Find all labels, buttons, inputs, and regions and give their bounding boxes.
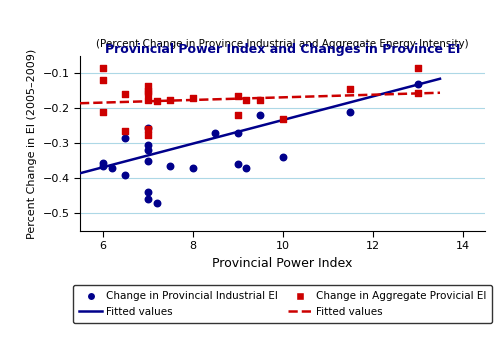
Point [98, 163, 106, 169]
Point [144, 132, 152, 138]
Point [234, 113, 241, 118]
Point [144, 148, 152, 153]
Point [256, 97, 264, 103]
Point [144, 142, 152, 148]
Point [166, 163, 174, 169]
Point [144, 90, 152, 96]
Point [188, 95, 196, 101]
Point [144, 88, 152, 94]
Title: Provincial Power Index and Changes in Province EI: Provincial Power Index and Changes in Pr… [105, 43, 460, 56]
Point [144, 190, 152, 195]
Point [188, 165, 196, 171]
Point [242, 97, 250, 103]
Point [98, 78, 106, 83]
Point [211, 130, 219, 136]
Point [346, 109, 354, 115]
Point [98, 160, 106, 166]
Point [98, 65, 106, 71]
Point [234, 130, 241, 136]
Text: (Percent Change in Province Industrial and Aggregate Energy Intensity): (Percent Change in Province Industrial a… [96, 39, 469, 49]
Point [414, 65, 422, 71]
Point [278, 155, 286, 160]
Point [414, 90, 422, 96]
Point [144, 197, 152, 202]
Point [108, 165, 116, 171]
Point [234, 162, 241, 167]
Point [414, 81, 422, 87]
Point [144, 83, 152, 89]
Point [144, 158, 152, 164]
Point [121, 135, 129, 141]
Point [121, 128, 129, 134]
Point [256, 113, 264, 118]
Point [242, 165, 250, 171]
Point [121, 172, 129, 178]
Point [144, 127, 152, 132]
Point [346, 86, 354, 92]
Point [152, 99, 160, 104]
Point [98, 109, 106, 115]
Point [166, 97, 174, 103]
Point [278, 116, 286, 122]
Point [152, 200, 160, 206]
X-axis label: Provincial Power Index: Provincial Power Index [212, 257, 352, 270]
Point [144, 97, 152, 103]
Legend: Change in Provincial Industrial EI, Fitted values, Change in Aggregate Provicial: Change in Provincial Industrial EI, Fitt… [73, 285, 492, 323]
Point [121, 92, 129, 97]
Point [144, 125, 152, 131]
Point [234, 93, 241, 99]
Y-axis label: Percent Change in EI (2005–2009): Percent Change in EI (2005–2009) [27, 48, 37, 239]
